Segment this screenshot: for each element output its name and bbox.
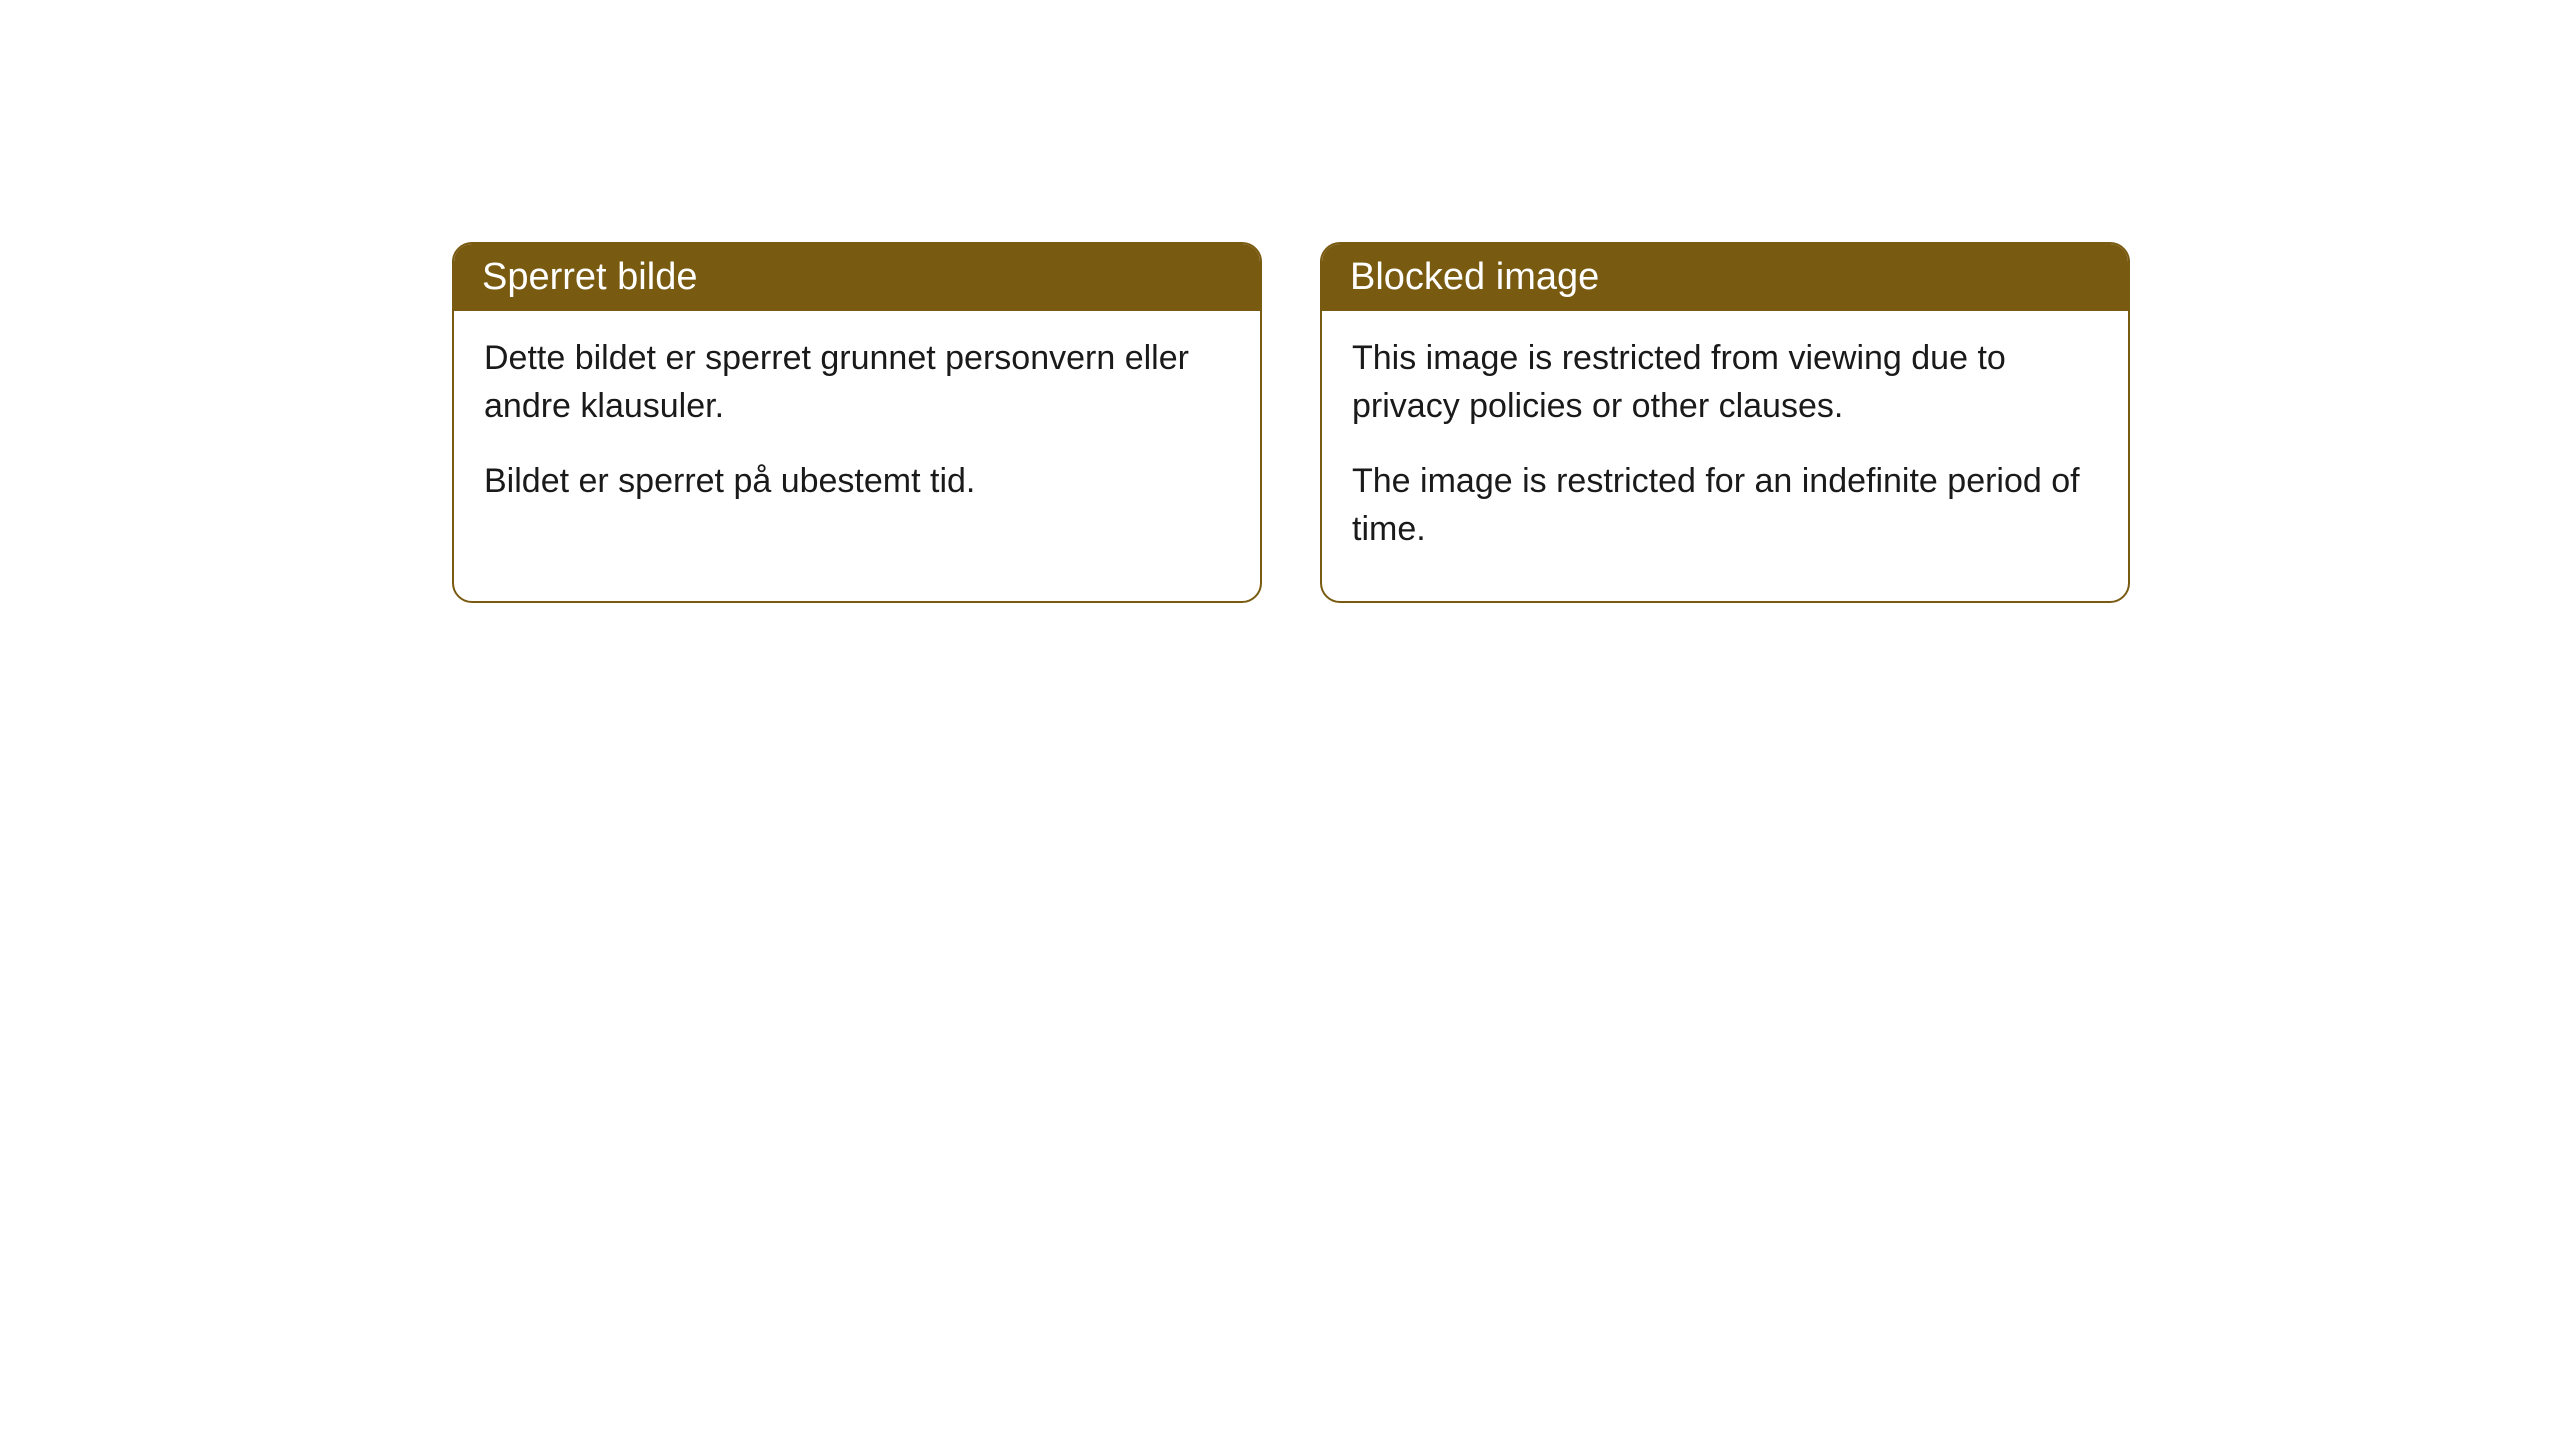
notice-body-english: This image is restricted from viewing du… <box>1322 311 2128 601</box>
notice-paragraph: The image is restricted for an indefinit… <box>1352 458 2098 553</box>
notice-paragraph: Bildet er sperret på ubestemt tid. <box>484 458 1230 506</box>
notice-title: Blocked image <box>1350 256 1599 298</box>
notice-title: Sperret bilde <box>482 256 697 298</box>
notice-body-norwegian: Dette bildet er sperret grunnet personve… <box>454 311 1260 554</box>
notice-card-norwegian: Sperret bilde Dette bildet er sperret gr… <box>452 242 1262 603</box>
notice-container: Sperret bilde Dette bildet er sperret gr… <box>0 0 2560 603</box>
notice-header-english: Blocked image <box>1322 244 2128 311</box>
notice-paragraph: This image is restricted from viewing du… <box>1352 335 2098 430</box>
notice-paragraph: Dette bildet er sperret grunnet personve… <box>484 335 1230 430</box>
notice-header-norwegian: Sperret bilde <box>454 244 1260 311</box>
notice-card-english: Blocked image This image is restricted f… <box>1320 242 2130 603</box>
